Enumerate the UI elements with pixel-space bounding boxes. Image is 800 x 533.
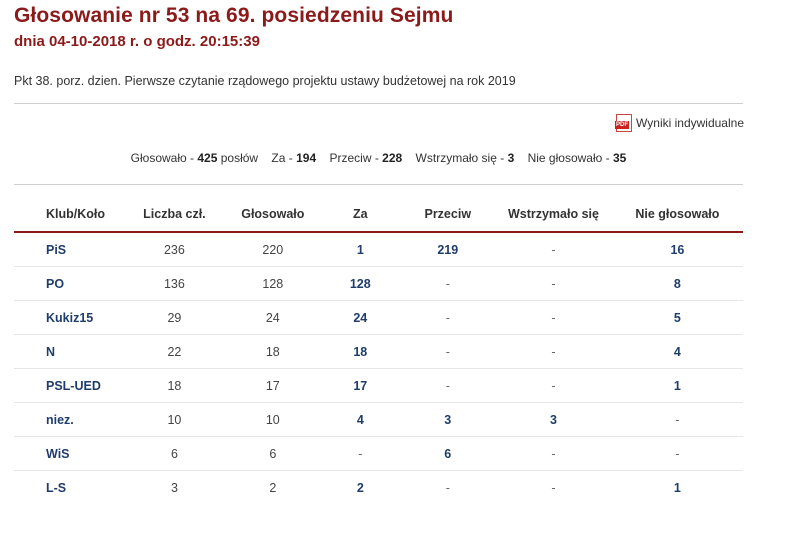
- summary-abstained: Wstrzymało się - 3: [415, 151, 515, 165]
- cell-against[interactable]: 3: [400, 402, 496, 437]
- col-header-club: Klub/Koło: [14, 197, 124, 233]
- table-row: PO 136 128 128- -8: [14, 266, 743, 301]
- cell-against: -: [400, 334, 496, 369]
- vote-summary: Głosowało - 425 posłów Za - 194 Przeciw …: [14, 151, 743, 165]
- table-row: N 22 18 18- -4: [14, 334, 743, 369]
- table-header-row: Klub/Koło Liczba czł. Głosowało Za Przec…: [14, 197, 743, 233]
- col-header-abstained: Wstrzymało się: [495, 197, 612, 233]
- cell-not-voted[interactable]: 16: [611, 232, 743, 267]
- cell-voted: 220: [225, 232, 321, 267]
- cell-not-voted[interactable]: 1: [673, 480, 681, 495]
- cell-against: -: [400, 266, 496, 301]
- cell-members: 136: [123, 266, 226, 301]
- cell-abstained: -: [495, 334, 612, 369]
- cell-for[interactable]: 17: [320, 368, 401, 403]
- table-row: Kukiz15 29 24 24- -5: [14, 300, 743, 335]
- vote-date: dnia 04-10-2018 r. o godz. 20:15:39: [14, 33, 260, 50]
- cell-for[interactable]: 128: [320, 266, 401, 301]
- cell-club[interactable]: N: [14, 334, 124, 369]
- page-title: Głosowanie nr 53 na 69. posiedzeniu Sejm…: [14, 4, 454, 27]
- cell-club[interactable]: WiS: [14, 436, 124, 471]
- cell-against: -: [445, 480, 450, 495]
- table-row: PiS 236 220 1 219-16: [14, 232, 743, 267]
- cell-members: 10: [123, 402, 226, 437]
- cell-voted: 2: [269, 480, 277, 495]
- cell-voted: 24: [225, 300, 321, 335]
- cell-not-voted: -: [611, 402, 743, 437]
- cell-not-voted[interactable]: 8: [611, 266, 743, 301]
- cell-against: -: [400, 368, 496, 403]
- individual-results-link[interactable]: PDF Wyniki indywidualne: [615, 114, 744, 132]
- cell-members: 22: [123, 334, 226, 369]
- results-table: Klub/Koło Liczba czł. Głosowało Za Przec…: [14, 197, 743, 504]
- cell-for[interactable]: 1: [320, 232, 401, 267]
- table-row: PSL-UED 18 17 17- -1: [14, 368, 743, 403]
- divider: [14, 184, 743, 185]
- cell-for[interactable]: 18: [320, 334, 401, 369]
- table-row: WiS 6 6-6- -: [14, 436, 743, 471]
- cell-members: 6: [123, 436, 226, 471]
- summary-for: Za - 194: [271, 151, 317, 165]
- cell-not-voted: -: [611, 436, 743, 471]
- cell-club[interactable]: PiS: [14, 232, 124, 267]
- cell-not-voted[interactable]: 1: [611, 368, 743, 403]
- cell-voted: 17: [225, 368, 321, 403]
- cell-for[interactable]: 4: [320, 402, 401, 437]
- summary-against: Przeciw - 228: [329, 151, 403, 165]
- summary-voted: Głosowało - 425 posłów: [130, 151, 259, 165]
- cell-abstained: -: [551, 480, 556, 495]
- summary-not-voted: Nie głosowało - 35: [527, 151, 627, 165]
- col-header-for: Za: [320, 197, 401, 233]
- cell-club[interactable]: L-S: [46, 480, 67, 495]
- cell-not-voted[interactable]: 4: [611, 334, 743, 369]
- cell-club[interactable]: Kukiz15: [14, 300, 124, 335]
- cell-for: -: [320, 436, 401, 471]
- cell-members: 3: [170, 480, 178, 495]
- cell-for[interactable]: 24: [320, 300, 401, 335]
- cell-voted: 128: [225, 266, 321, 301]
- cell-club[interactable]: niez.: [14, 402, 124, 437]
- cell-club[interactable]: PSL-UED: [14, 368, 124, 403]
- cell-abstained: -: [495, 300, 612, 335]
- col-header-members: Liczba czł.: [123, 197, 226, 233]
- cell-voted: 10: [225, 402, 321, 437]
- cell-abstained: -: [495, 368, 612, 403]
- cell-abstained: -: [495, 266, 612, 301]
- col-header-voted: Głosowało: [225, 197, 321, 233]
- cell-voted: 6: [225, 436, 321, 471]
- cell-club[interactable]: PO: [14, 266, 124, 301]
- cell-abstained[interactable]: 3: [495, 402, 612, 437]
- col-header-against: Przeciw: [400, 197, 496, 233]
- table-row: niez. 10 10 4 3 3-: [14, 402, 743, 437]
- cell-voted: 18: [225, 334, 321, 369]
- cell-members: 236: [123, 232, 226, 267]
- cell-against[interactable]: 6: [400, 436, 496, 471]
- divider: [14, 103, 743, 104]
- pdf-icon: PDF: [615, 114, 633, 132]
- cell-against: -: [400, 300, 496, 335]
- cell-for[interactable]: 2: [356, 480, 364, 495]
- cell-members: 18: [123, 368, 226, 403]
- col-header-not-voted: Nie głosowało: [611, 197, 743, 233]
- table-row: L-S 3 2 2 - - 1: [14, 471, 743, 505]
- cell-against[interactable]: 219: [400, 232, 496, 267]
- vote-subject: Pkt 38. porz. dzien. Pierwsze czytanie r…: [14, 74, 516, 88]
- individual-results-label: Wyniki indywidualne: [636, 116, 744, 130]
- cell-not-voted[interactable]: 5: [611, 300, 743, 335]
- cell-abstained: -: [495, 232, 612, 267]
- cell-members: 29: [123, 300, 226, 335]
- cell-abstained: -: [495, 436, 612, 471]
